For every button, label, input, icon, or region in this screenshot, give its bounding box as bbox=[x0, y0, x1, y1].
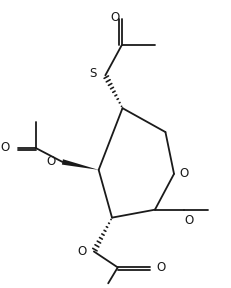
Text: O: O bbox=[180, 167, 189, 180]
Text: O: O bbox=[110, 11, 119, 24]
Text: O: O bbox=[157, 261, 166, 274]
Polygon shape bbox=[62, 159, 99, 170]
Text: S: S bbox=[89, 67, 97, 80]
Text: O: O bbox=[46, 156, 56, 168]
Text: O: O bbox=[77, 245, 86, 258]
Text: O: O bbox=[1, 141, 10, 154]
Text: O: O bbox=[185, 214, 194, 227]
